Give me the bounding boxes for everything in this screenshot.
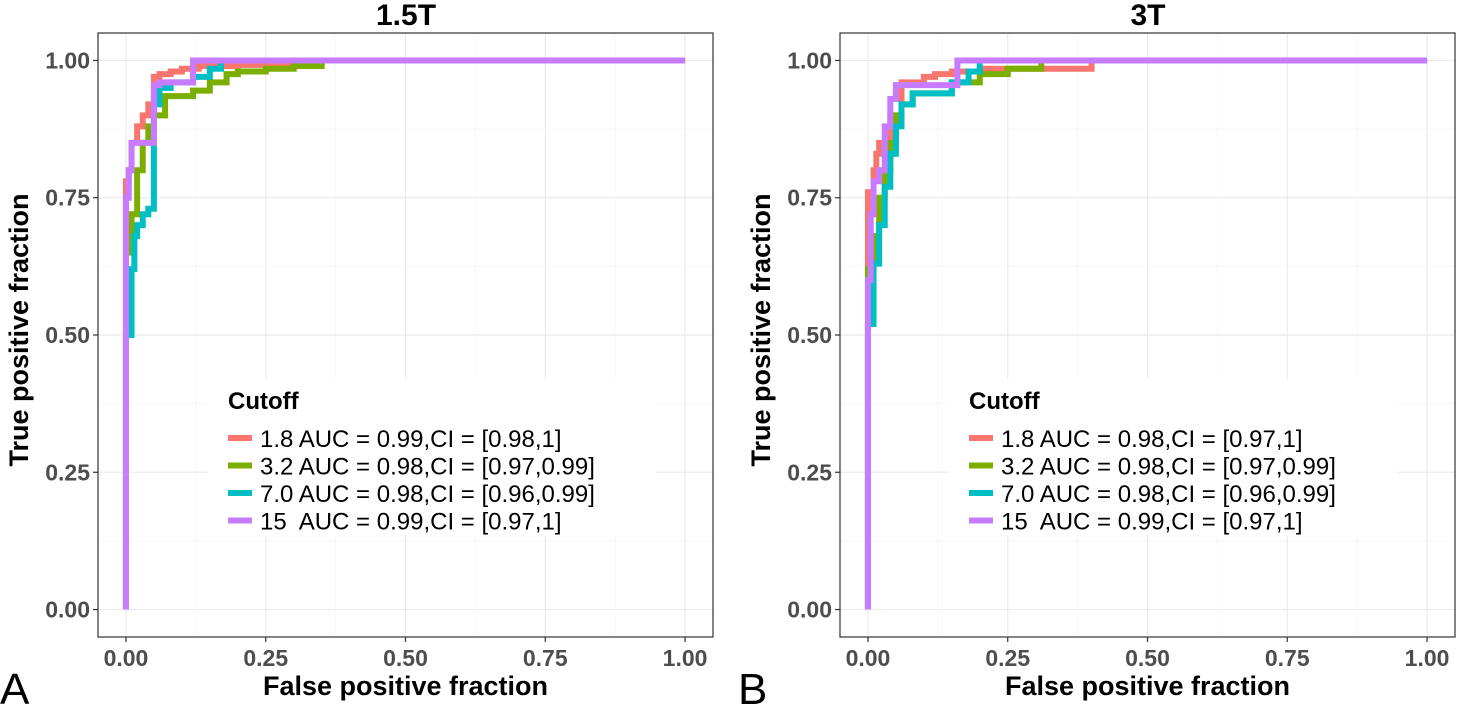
- y-tick-label: 0.75: [787, 185, 832, 211]
- y-tick-label: 0.50: [787, 322, 832, 348]
- roc-line-cutoff-7-0: [122, 57, 686, 610]
- legend-label: 7.0 AUC = 0.98,CI = [0.96,0.99]: [260, 481, 595, 508]
- y-tick-label: 1.00: [787, 47, 832, 73]
- panel-label: A: [0, 665, 30, 706]
- roc-line-cutoff-15: [122, 57, 686, 610]
- x-tick-label: 1.00: [1405, 645, 1450, 671]
- y-tick-label: 0.00: [45, 597, 90, 623]
- x-tick-label: 0.75: [1265, 645, 1310, 671]
- y-axis-title: True positive fraction: [746, 193, 776, 466]
- x-axis-title: False positive fraction: [1005, 671, 1290, 701]
- series-lines: [864, 57, 1428, 610]
- y-tick-label: 0.75: [45, 185, 90, 211]
- legend: Cutoff 1.8 AUC = 0.99,CI = [0.98,1]3.2 AU…: [208, 379, 656, 536]
- legend-title: Cutoff: [228, 388, 300, 415]
- panel-label: B: [738, 665, 767, 706]
- legend-label: 7.0 AUC = 0.98,CI = [0.96,0.99]: [1001, 481, 1336, 508]
- roc-line-cutoff-7-0: [864, 57, 1428, 610]
- x-tick-label: 0.75: [523, 645, 568, 671]
- x-axis-title: False positive fraction: [263, 671, 548, 701]
- legend-background: [208, 379, 656, 535]
- y-tick-label: 0.25: [787, 459, 832, 485]
- x-tick-label: 0.00: [104, 645, 149, 671]
- x-tick-label: 0.50: [1125, 645, 1170, 671]
- y-tick-label: 1.00: [45, 47, 90, 73]
- legend-label: 3.2 AUC = 0.98,CI = [0.97,0.99]: [260, 454, 595, 481]
- legend-label: 15 AUC = 0.99,CI = [0.97,1]: [1001, 509, 1303, 536]
- x-tick-label: 0.25: [985, 645, 1030, 671]
- roc-line-cutoff-15: [864, 57, 1428, 610]
- y-tick-label: 0.25: [45, 459, 90, 485]
- grid-lines: [98, 33, 713, 637]
- y-axis-title: True positive fraction: [4, 193, 34, 466]
- x-tick-label: 0.25: [243, 645, 288, 671]
- y-tick-label: 0.50: [45, 322, 90, 348]
- roc-panel-b: 0.00 0.25 0.50 0.75 1.00 0.00 0.25 0.50 0.75 1.00…: [738, 0, 1456, 706]
- chart-title: 3T: [1130, 0, 1165, 32]
- series-lines: [122, 57, 686, 610]
- x-tick-label: 0.00: [846, 645, 891, 671]
- roc-panel-a: 0.00 0.25 0.50 0.75 1.00 0.00 0.25 0.50 0.75 1.00…: [0, 0, 714, 706]
- legend-label: 3.2 AUC = 0.98,CI = [0.97,0.99]: [1001, 454, 1336, 481]
- y-tick-label: 0.00: [787, 597, 832, 623]
- chart-title: 1.5T: [376, 0, 436, 32]
- x-tick-label: 1.00: [663, 645, 708, 671]
- legend: Cutoff 1.8 AUC = 0.98,CI = [0.97,1]3.2 AU…: [949, 379, 1397, 536]
- legend-label: 1.8 AUC = 0.99,CI = [0.98,1]: [260, 426, 562, 453]
- legend-background: [949, 379, 1397, 535]
- legend-title: Cutoff: [969, 388, 1041, 415]
- legend-label: 15 AUC = 0.99,CI = [0.97,1]: [260, 509, 562, 536]
- legend-label: 1.8 AUC = 0.98,CI = [0.97,1]: [1001, 426, 1303, 453]
- x-tick-label: 0.50: [383, 645, 428, 671]
- roc-line-cutoff-3-2: [122, 57, 686, 610]
